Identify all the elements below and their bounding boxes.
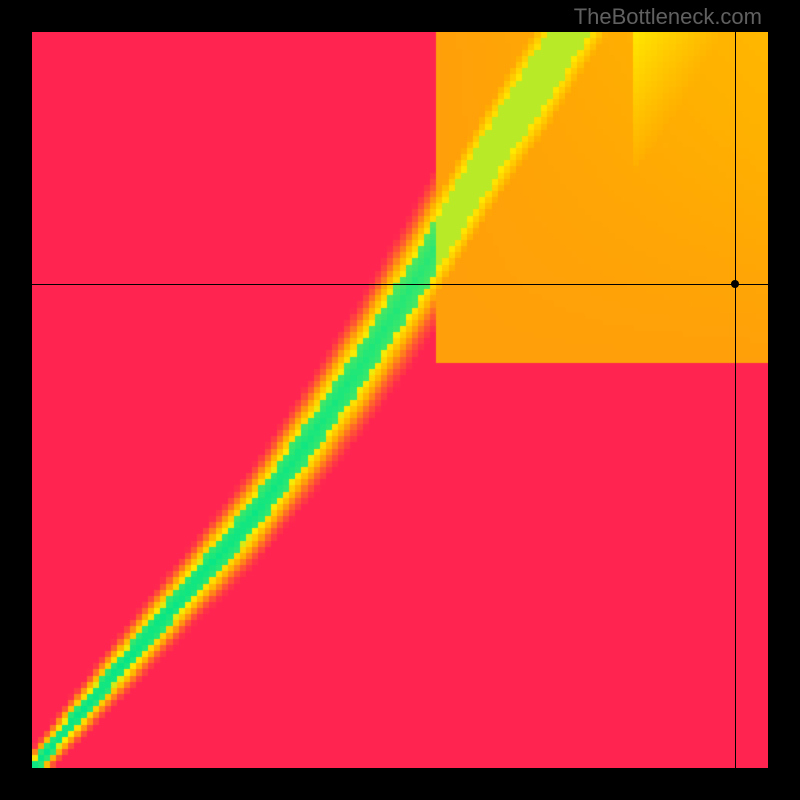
watermark-text: TheBottleneck.com xyxy=(574,4,762,30)
heatmap-canvas xyxy=(32,32,768,768)
crosshair-vertical-line xyxy=(735,32,736,768)
heatmap-plot xyxy=(32,32,768,768)
crosshair-horizontal-line xyxy=(32,284,768,285)
crosshair-marker-dot xyxy=(731,280,739,288)
